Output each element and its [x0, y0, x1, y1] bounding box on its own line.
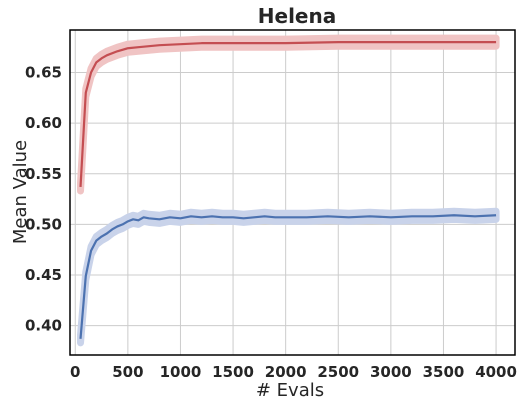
x-tick-label: 500 [112, 363, 143, 381]
x-axis-label: # Evals [256, 380, 324, 401]
confidence-bands [77, 34, 500, 347]
y-tick-label: 0.55 [25, 165, 62, 183]
x-tick-label: 4000 [475, 363, 517, 381]
series-line-0 [79, 41, 497, 187]
x-tick-label: 0 [70, 363, 80, 381]
axes-spines [69, 29, 516, 356]
x-tick-labels: 0 500 1000 1500 2000 2500 3000 3500 4000 [70, 363, 517, 381]
series-band-0 [77, 34, 500, 195]
x-tick-label: 1500 [212, 363, 254, 381]
y-tick-label: 0.45 [25, 266, 62, 284]
plot-frame [69, 29, 516, 356]
grid [70, 30, 515, 355]
series-lines [79, 41, 497, 339]
x-tick-label: 2500 [317, 363, 359, 381]
series-line-1 [79, 214, 497, 339]
y-tick-label: 0.60 [25, 114, 62, 132]
x-tick-label: 2000 [265, 363, 307, 381]
y-axis-label: Mean Value [10, 140, 31, 244]
x-tick-label: 3000 [370, 363, 412, 381]
y-tick-label: 0.40 [25, 317, 62, 335]
chart-title: Helena [258, 4, 336, 28]
series-band-1 [77, 207, 500, 347]
y-tick-label: 0.50 [25, 215, 62, 233]
y-tick-labels: 0.40 0.45 0.50 0.55 0.60 0.65 [25, 64, 62, 335]
x-tick-label: 3500 [423, 363, 465, 381]
y-tick-label: 0.65 [25, 64, 62, 82]
x-tick-label: 1000 [160, 363, 202, 381]
